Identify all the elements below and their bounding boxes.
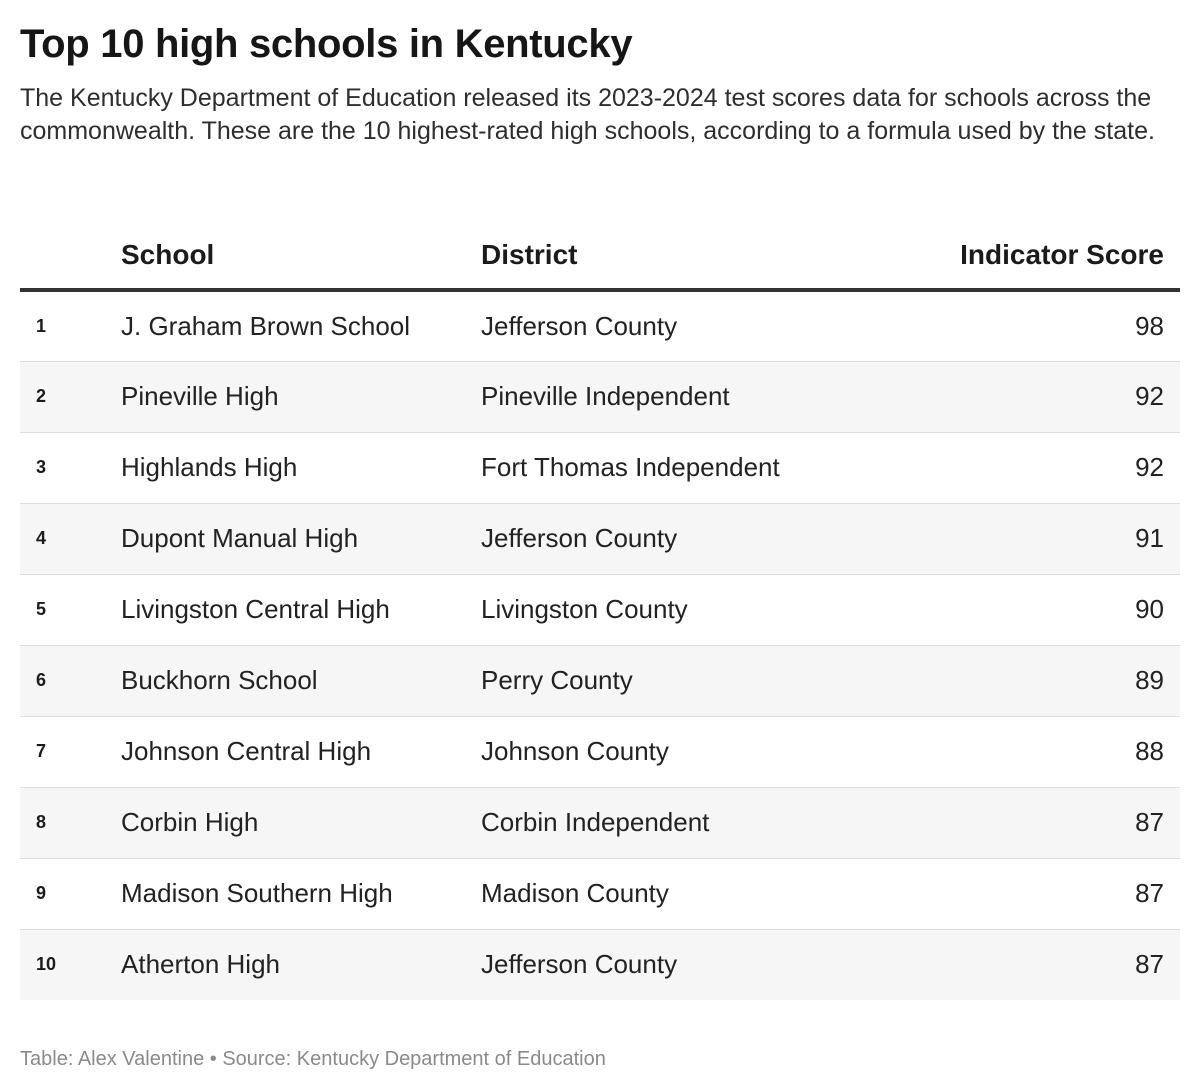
indicator-score-cell: 92 [841, 432, 1180, 504]
column-header-district[interactable]: District [481, 222, 841, 292]
table-row: 4 Dupont Manual High Jefferson County 91 [20, 503, 1180, 575]
school-cell: Madison Southern High [121, 858, 481, 930]
schools-table: School District Indicator Score 1 J. Grah… [20, 222, 1180, 1000]
table-container: Top 10 high schools in Kentucky The Kent… [20, 0, 1180, 1000]
table-row: 2 Pineville High Pineville Independent 92 [20, 361, 1180, 433]
source-credit: Table: Alex Valentine • Source: Kentucky… [20, 1048, 606, 1070]
rank-cell: 5 [20, 574, 121, 646]
school-cell: Pineville High [121, 361, 481, 433]
school-cell: Corbin High [121, 787, 481, 859]
district-cell: Jefferson County [481, 503, 841, 575]
rank-cell: 3 [20, 432, 121, 504]
table-row: 5 Livingston Central High Livingston Count… [20, 574, 1180, 646]
district-cell: Madison County [481, 858, 841, 930]
district-cell: Johnson County [481, 716, 841, 788]
district-cell: Jefferson County [481, 929, 841, 1000]
district-cell: Jefferson County [481, 290, 841, 362]
rank-cell: 10 [20, 929, 121, 1000]
table-row: 7 Johnson Central High Johnson County 88 [20, 716, 1180, 788]
table-row: 3 Highlands High Fort Thomas Independent 92 [20, 432, 1180, 504]
rank-cell: 8 [20, 787, 121, 859]
indicator-score-cell: 89 [841, 645, 1180, 717]
indicator-score-cell: 92 [841, 361, 1180, 433]
indicator-score-cell: 90 [841, 574, 1180, 646]
indicator-score-cell: 87 [841, 929, 1180, 1000]
page-title: Top 10 high schools in Kentucky [20, 22, 633, 66]
table-header-row: School District Indicator Score [20, 222, 1180, 292]
district-cell: Fort Thomas Independent [481, 432, 841, 504]
table-row: 10 Atherton High Jefferson County 87 [20, 929, 1180, 1000]
rank-cell: 6 [20, 645, 121, 717]
rank-cell: 7 [20, 716, 121, 788]
district-cell: Pineville Independent [481, 361, 841, 433]
table-row: 8 Corbin High Corbin Independent 87 [20, 787, 1180, 859]
table-row: 9 Madison Southern High Madison County 87 [20, 858, 1180, 930]
table-body: 1 J. Graham Brown School Jefferson County 9… [20, 290, 1180, 1000]
school-cell: Buckhorn School [121, 645, 481, 717]
school-cell: Atherton High [121, 929, 481, 1000]
column-header-school[interactable]: School [121, 222, 481, 292]
indicator-score-cell: 91 [841, 503, 1180, 575]
table-row: 6 Buckhorn School Perry County 89 [20, 645, 1180, 717]
school-cell: J. Graham Brown School [121, 290, 481, 362]
indicator-score-cell: 87 [841, 787, 1180, 859]
page-subtitle: The Kentucky Department of Education rel… [20, 84, 1155, 145]
school-cell: Livingston Central High [121, 574, 481, 646]
district-cell: Perry County [481, 645, 841, 717]
rank-cell: 2 [20, 361, 121, 433]
column-header-indicator-score[interactable]: Indicator Score [841, 222, 1180, 292]
rank-cell: 1 [20, 290, 121, 362]
school-cell: Johnson Central High [121, 716, 481, 788]
rank-cell: 4 [20, 503, 121, 575]
table-row: 1 J. Graham Brown School Jefferson County 9… [20, 290, 1180, 362]
indicator-score-cell: 87 [841, 858, 1180, 930]
district-cell: Livingston County [481, 574, 841, 646]
rank-cell: 9 [20, 858, 121, 930]
school-cell: Highlands High [121, 432, 481, 504]
indicator-score-cell: 88 [841, 716, 1180, 788]
column-header-rank[interactable] [20, 222, 121, 292]
school-cell: Dupont Manual High [121, 503, 481, 575]
indicator-score-cell: 98 [841, 290, 1180, 362]
district-cell: Corbin Independent [481, 787, 841, 859]
